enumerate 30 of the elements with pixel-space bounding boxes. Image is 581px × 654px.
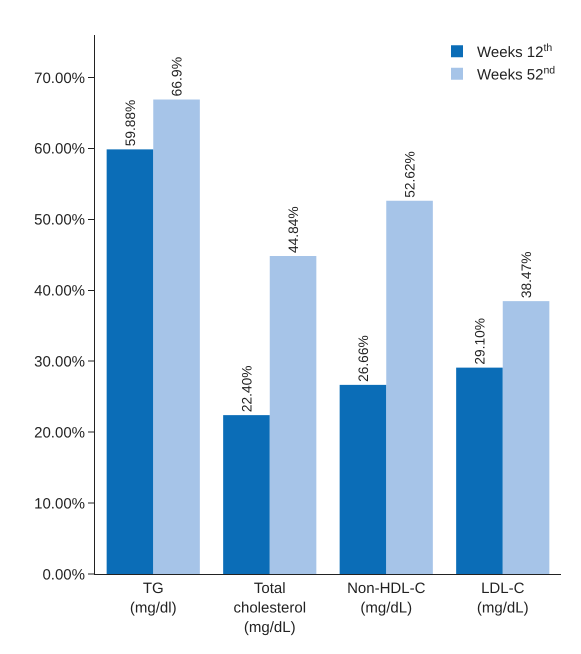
data-label: 52.62% <box>402 151 418 198</box>
data-label: 38.47% <box>518 252 534 298</box>
bar <box>153 100 200 574</box>
bar <box>270 256 316 574</box>
bar <box>386 200 433 574</box>
data-label: 59.88% <box>122 100 138 146</box>
bar <box>456 368 503 574</box>
y-tick-label: 40.00% <box>34 282 85 300</box>
y-tick-label: 70.00% <box>34 70 85 87</box>
legend-label: Weeks 52$^{nd}$ <box>477 64 556 84</box>
data-label: 26.66% <box>356 335 371 382</box>
x-tick-label: TG (mg/dl) <box>130 580 177 616</box>
x-tick-label: Non-HDL-C (mg/dL) <box>347 580 426 616</box>
bar <box>223 415 270 574</box>
y-tick-label: 0.00% <box>42 566 85 584</box>
y-tick-label: 50.00% <box>34 212 85 229</box>
y-tick-label: 30.00% <box>34 353 85 370</box>
data-label: 22.40% <box>239 366 254 412</box>
y-tick-label: 20.00% <box>34 424 85 442</box>
bar <box>340 384 386 574</box>
x-tick-label: LDL-C (mg/dL) <box>476 580 529 616</box>
legend-label: Weeks 12$^{th}$ <box>477 42 552 62</box>
y-tick-label: 60.00% <box>34 140 85 158</box>
x-tick-label: Total cholesterol (mg/dL) <box>233 580 306 636</box>
data-label: 44.84% <box>286 206 301 253</box>
bar <box>502 301 550 574</box>
y-tick-label: 10.00% <box>34 495 85 512</box>
data-label: 29.10% <box>472 318 488 365</box>
bar <box>106 149 154 574</box>
data-label: 66.9% <box>168 56 185 97</box>
